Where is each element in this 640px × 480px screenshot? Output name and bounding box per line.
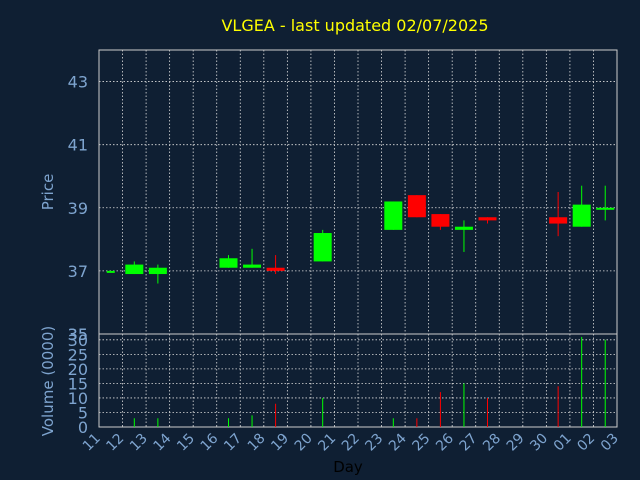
price-tick-label: 41	[68, 136, 88, 155]
candle-body	[219, 258, 238, 268]
candle-body	[313, 233, 332, 262]
price-tick-label: 35	[68, 325, 88, 344]
candle-body	[148, 267, 167, 275]
candle-body	[266, 267, 285, 271]
price-tick-label: 39	[68, 199, 88, 218]
volume-tick-label: 25	[68, 345, 88, 364]
candle-body	[478, 217, 497, 221]
volume-tick-label: 20	[68, 360, 88, 379]
candle-body	[384, 201, 403, 230]
candle-body	[243, 264, 262, 268]
volume-panel-frame	[98, 333, 618, 428]
candle-body	[572, 204, 591, 227]
candle-body	[407, 195, 426, 218]
volume-axis-label: Volume (0000)	[39, 326, 57, 436]
price-tick-label: 43	[68, 73, 88, 92]
x-axis: 11 12 13 14 15 16 17 18 19 20 21 22 23 24 25 26 27 28 29 30…	[80, 430, 622, 454]
volume-tick-label: 0	[78, 418, 88, 437]
volume-tick-label: 10	[68, 389, 88, 408]
price-axis-label: Price	[39, 174, 57, 211]
volume-tick-label: 15	[68, 374, 88, 393]
candle-body	[106, 270, 115, 273]
price-panel: 43 41 39 37 35	[68, 49, 618, 344]
chart-title: VLGEA - last updated 02/07/2025	[221, 16, 488, 35]
price-tick-label: 37	[68, 262, 88, 281]
volume-tick-label: 35	[68, 325, 88, 344]
candle-body	[596, 207, 615, 210]
volume-tick-label: 30	[68, 331, 88, 350]
candle-body	[431, 214, 450, 227]
x-axis-label: Day	[333, 458, 363, 476]
candle-body	[125, 264, 144, 275]
candle-body	[454, 226, 473, 230]
candle-body	[549, 217, 568, 224]
volume-tick-label: 5	[78, 403, 88, 422]
